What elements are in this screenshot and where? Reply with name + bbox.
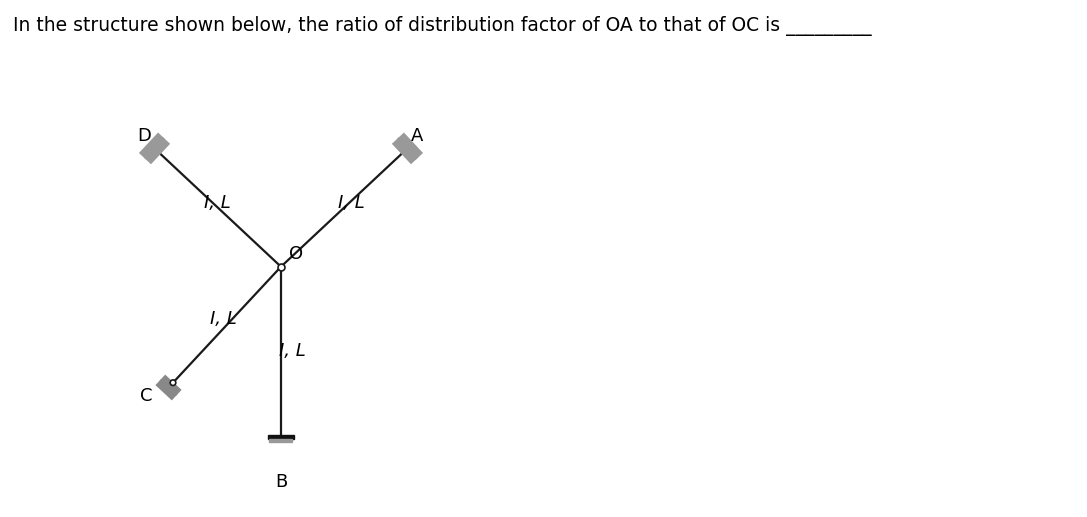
Text: D: D [138,127,151,145]
Text: A: A [411,127,423,145]
Bar [268,435,293,438]
Text: In the structure shown below, the ratio of distribution factor of OA to that of : In the structure shown below, the ratio … [13,16,872,36]
Text: I, L: I, L [278,342,305,360]
Text: C: C [140,387,153,405]
Text: I, L: I, L [203,194,230,211]
Bar [270,438,292,442]
Text: O: O [289,245,303,263]
Text: I, L: I, L [338,194,365,211]
Text: I, L: I, L [210,310,237,328]
Text: B: B [275,473,287,491]
Circle shape [171,380,176,386]
